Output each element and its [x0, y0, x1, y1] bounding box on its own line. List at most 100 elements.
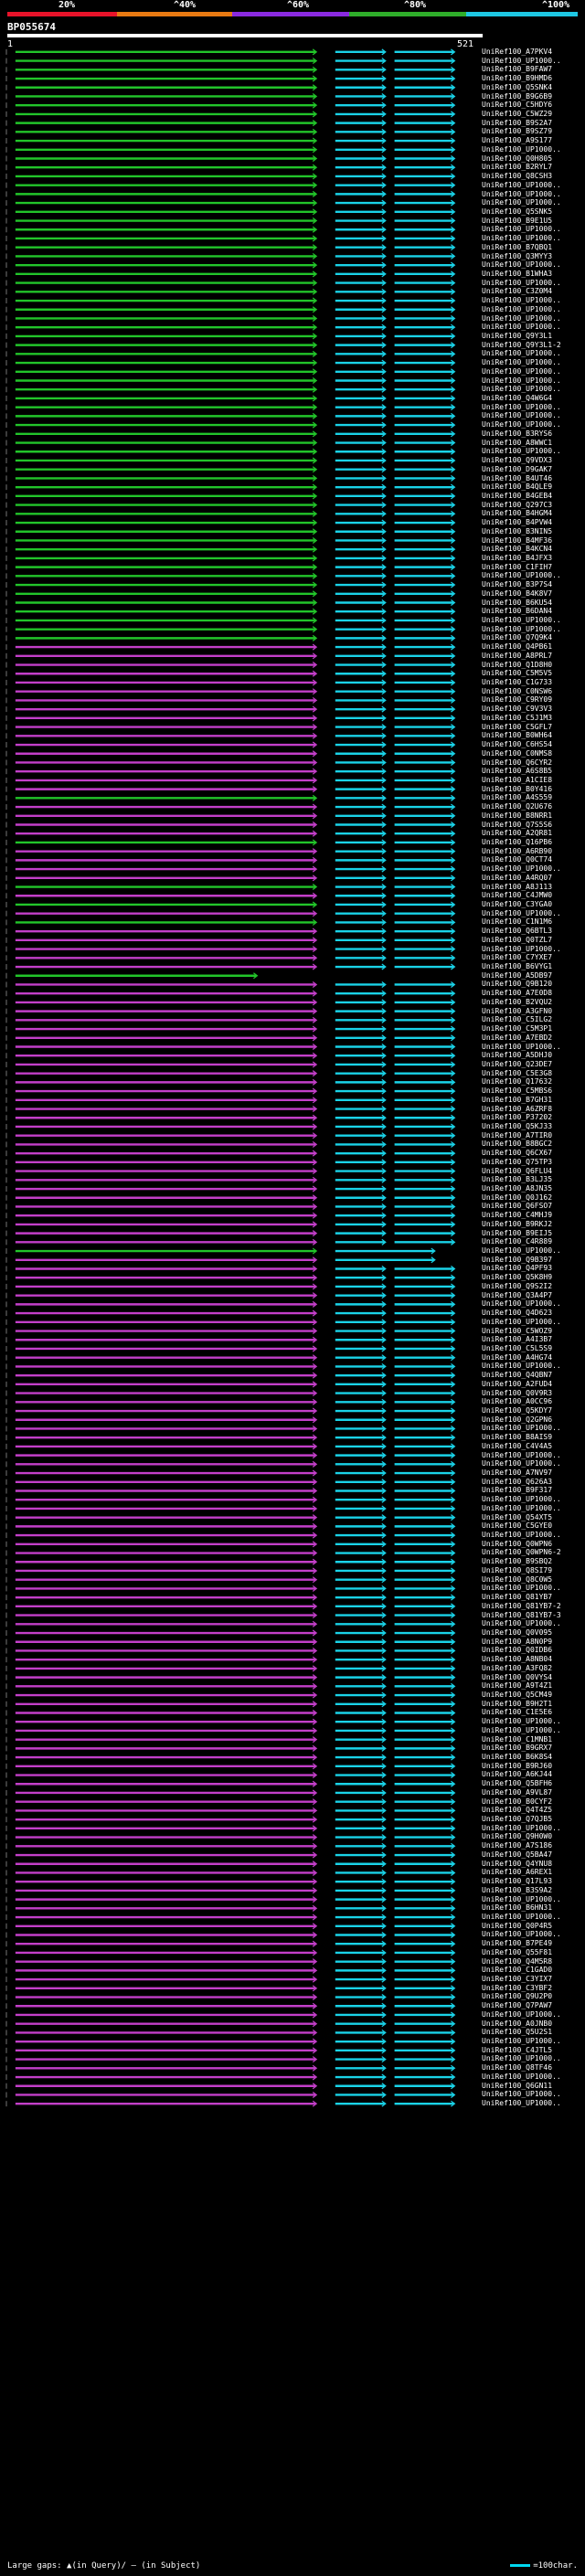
- hit-label[interactable]: UniRef100_UP1000..: [482, 2099, 561, 2108]
- hit-label[interactable]: UniRef100_C6HS54: [482, 740, 553, 749]
- hit-label[interactable]: UniRef100_B9EIJ5: [482, 1228, 553, 1237]
- hit-label[interactable]: UniRef100_A4S559: [482, 793, 553, 802]
- hit-label[interactable]: UniRef100_B9SZ79: [482, 127, 553, 136]
- hit-label[interactable]: UniRef100_UP1000..: [482, 358, 561, 367]
- hit-label[interactable]: UniRef100_Q4M5R8: [482, 1956, 553, 1966]
- hit-label[interactable]: UniRef100_Q7Q9K4: [482, 633, 553, 642]
- hit-label[interactable]: UniRef100_Q0P4R5: [482, 1921, 553, 1930]
- hit-label[interactable]: UniRef100_A5DB97: [482, 970, 553, 980]
- hit-label[interactable]: UniRef100_B4HGM4: [482, 509, 553, 518]
- hit-label[interactable]: UniRef100_B2RYL7: [482, 163, 553, 172]
- hit-label[interactable]: UniRef100_A8J113: [482, 882, 553, 891]
- hit-label[interactable]: UniRef100_C3Z0M4: [482, 287, 553, 296]
- hit-label[interactable]: UniRef100_Q5KJ33: [482, 1121, 553, 1130]
- hit-label[interactable]: UniRef100_Q6CYR2: [482, 758, 553, 767]
- hit-label[interactable]: UniRef100_C5M5V5: [482, 669, 553, 678]
- hit-label[interactable]: UniRef100_Q4D623: [482, 1309, 553, 1318]
- hit-label[interactable]: UniRef100_B9GRX7: [482, 1744, 553, 1753]
- hit-label[interactable]: UniRef100_Q4PB61: [482, 642, 553, 652]
- hit-label[interactable]: UniRef100_UP1000..: [482, 296, 561, 305]
- hit-label[interactable]: UniRef100_Q6GN11: [482, 2081, 553, 2090]
- hit-label[interactable]: UniRef100_B4GEB4: [482, 491, 553, 500]
- hit-label[interactable]: UniRef100_Q3A4P7: [482, 1290, 553, 1299]
- hit-label[interactable]: UniRef100_UP1000..: [482, 1725, 561, 1734]
- hit-label[interactable]: UniRef100_B7GH31: [482, 1095, 553, 1104]
- hit-label[interactable]: UniRef100_A5DHJ0: [482, 1051, 553, 1060]
- hit-label[interactable]: UniRef100_Q9H0W0: [482, 1832, 553, 1841]
- hit-label[interactable]: UniRef100_C3YBF2: [482, 1983, 553, 1992]
- hit-label[interactable]: UniRef100_Q5BFH6: [482, 1779, 553, 1788]
- hit-label[interactable]: UniRef100_C0NSW6: [482, 686, 553, 695]
- hit-label[interactable]: UniRef100_Q81YB7-3: [482, 1610, 561, 1619]
- hit-label[interactable]: UniRef100_A6RB90: [482, 846, 553, 855]
- hit-label[interactable]: UniRef100_A4HG74: [482, 1352, 553, 1362]
- hit-label[interactable]: UniRef100_Q6FSO7: [482, 1202, 553, 1211]
- hit-label[interactable]: UniRef100_A0CC96: [482, 1397, 553, 1406]
- hit-label[interactable]: UniRef100_Q8SI79: [482, 1565, 553, 1574]
- hit-label[interactable]: UniRef100_B4UT46: [482, 473, 553, 482]
- hit-label[interactable]: UniRef100_UP1000..: [482, 1717, 561, 1726]
- hit-label[interactable]: UniRef100_Q0J162: [482, 1193, 553, 1202]
- hit-label[interactable]: UniRef100_Q626A3: [482, 1477, 553, 1486]
- hit-label[interactable]: UniRef100_A4RQ07: [482, 873, 553, 882]
- hit-label[interactable]: UniRef100_Q0CT74: [482, 855, 553, 864]
- hit-label[interactable]: UniRef100_UP1000..: [482, 2090, 561, 2099]
- hit-label[interactable]: UniRef100_UP1000..: [482, 1459, 561, 1468]
- hit-label[interactable]: UniRef100_C1FIH7: [482, 562, 553, 571]
- hit-label[interactable]: UniRef100_A9VL87: [482, 1787, 553, 1797]
- hit-label[interactable]: UniRef100_B9H2T1: [482, 1699, 553, 1708]
- hit-label[interactable]: UniRef100_A6S8B5: [482, 767, 553, 776]
- hit-label[interactable]: UniRef100_A8PRL7: [482, 651, 553, 660]
- hit-label[interactable]: UniRef100_B4MF36: [482, 535, 553, 545]
- hit-label[interactable]: UniRef100_Q16PB6: [482, 837, 553, 846]
- hit-label[interactable]: UniRef100_B6VYG1: [482, 962, 553, 971]
- hit-label[interactable]: UniRef100_P37202: [482, 1113, 553, 1122]
- hit-label[interactable]: UniRef100_B3LJ35: [482, 1175, 553, 1184]
- hit-label[interactable]: UniRef100_UP1000..: [482, 313, 561, 323]
- hit-label[interactable]: UniRef100_C1E5E6: [482, 1708, 553, 1717]
- hit-label[interactable]: UniRef100_Q2U676: [482, 802, 553, 811]
- hit-label[interactable]: UniRef100_Q8CSH3: [482, 172, 553, 181]
- hit-label[interactable]: UniRef100_D9GAK7: [482, 464, 553, 473]
- hit-label[interactable]: UniRef100_B3S9A2: [482, 1885, 553, 1894]
- hit-label[interactable]: UniRef100_UP1000..: [482, 2037, 561, 2045]
- hit-label[interactable]: UniRef100_UP1000..: [482, 864, 561, 874]
- hit-label[interactable]: UniRef100_C4JTL5: [482, 2045, 553, 2054]
- hit-label[interactable]: UniRef100_B9RJ60: [482, 1761, 553, 1770]
- hit-label[interactable]: UniRef100_UP1000..: [482, 447, 561, 456]
- hit-label[interactable]: UniRef100_C5M3P1: [482, 1024, 553, 1034]
- hit-label[interactable]: UniRef100_UP1000..: [482, 1823, 561, 1832]
- hit-label[interactable]: UniRef100_UP1000..: [482, 411, 561, 420]
- hit-label[interactable]: UniRef100_Q9B120: [482, 980, 553, 989]
- hit-label[interactable]: UniRef100_C5WOZ9: [482, 1326, 553, 1335]
- hit-label[interactable]: UniRef100_UP1000..: [482, 1584, 561, 1593]
- hit-label[interactable]: UniRef100_C9RY09: [482, 695, 553, 705]
- hit-label[interactable]: UniRef100_Q5SNK5: [482, 207, 553, 216]
- hit-label[interactable]: UniRef100_UP1000..: [482, 1495, 561, 1504]
- hit-label[interactable]: UniRef100_UP1000..: [482, 323, 561, 332]
- hit-label[interactable]: UniRef100_B0WH64: [482, 731, 553, 740]
- hit-label[interactable]: UniRef100_Q7QJB5: [482, 1815, 553, 1824]
- hit-label[interactable]: UniRef100_UP1000..: [482, 1930, 561, 1939]
- hit-label[interactable]: UniRef100_Q297C3: [482, 500, 553, 509]
- hit-label[interactable]: UniRef100_Q54XT5: [482, 1512, 553, 1521]
- hit-label[interactable]: UniRef100_UP1000..: [482, 944, 561, 953]
- hit-label[interactable]: UniRef100_UP1000..: [482, 1894, 561, 1903]
- hit-label[interactable]: UniRef100_Q2GPN6: [482, 1415, 553, 1424]
- hit-label[interactable]: UniRef100_B7PE49: [482, 1939, 553, 1948]
- hit-label[interactable]: UniRef100_Q5BA47: [482, 1850, 553, 1859]
- hit-label[interactable]: UniRef100_B9FAW7: [482, 65, 553, 74]
- hit-label[interactable]: UniRef100_UP1000..: [482, 1317, 561, 1326]
- hit-label[interactable]: UniRef100_B3P7S4: [482, 580, 553, 589]
- hit-label[interactable]: UniRef100_A7TIR0: [482, 1130, 553, 1140]
- hit-label[interactable]: UniRef100_B7QBQ1: [482, 242, 553, 251]
- hit-label[interactable]: UniRef100_UP1000..: [482, 144, 561, 154]
- hit-label[interactable]: UniRef100_B1WHA3: [482, 269, 553, 278]
- hit-label[interactable]: UniRef100_Q0H805: [482, 154, 553, 163]
- hit-label[interactable]: UniRef100_Q75TP3: [482, 1157, 553, 1166]
- hit-label[interactable]: UniRef100_A9S177: [482, 136, 553, 145]
- hit-label[interactable]: UniRef100_Q0VYS4: [482, 1672, 553, 1681]
- hit-label[interactable]: UniRef100_UP1000..: [482, 624, 561, 633]
- hit-label[interactable]: UniRef100_C5ILG2: [482, 1015, 553, 1024]
- hit-label[interactable]: UniRef100_B9S2A7: [482, 118, 553, 127]
